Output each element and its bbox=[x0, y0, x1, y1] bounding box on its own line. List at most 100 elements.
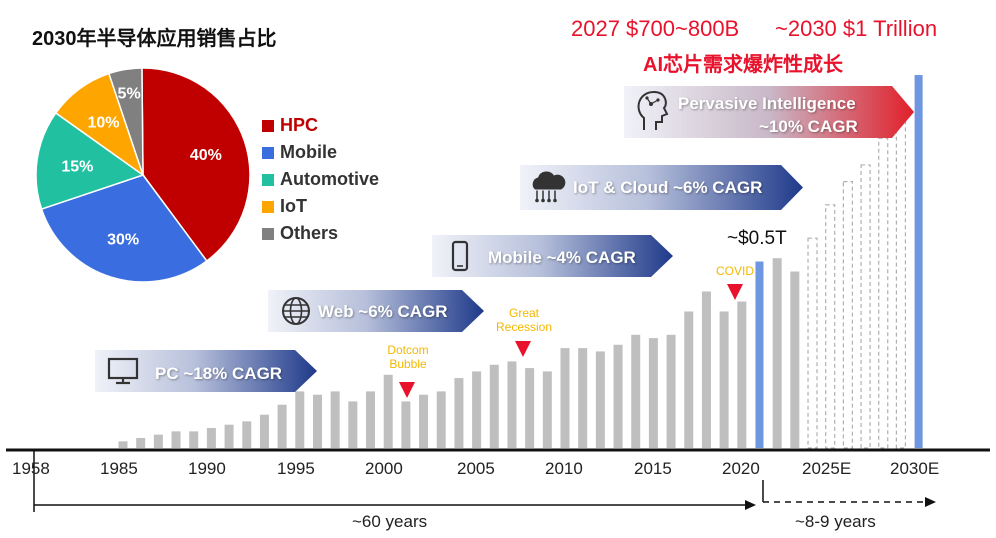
legend-label: HPC bbox=[280, 115, 319, 135]
bar-1988 bbox=[171, 431, 181, 448]
tick-1985: 1985 bbox=[100, 459, 138, 478]
bar-1996 bbox=[312, 394, 322, 448]
tick-2000: 2000 bbox=[365, 459, 403, 478]
pie-label-iot: 10% bbox=[87, 115, 119, 132]
bar-2015 bbox=[648, 338, 658, 448]
banner-iot-text: IoT & Cloud ~6% CAGR bbox=[573, 178, 763, 197]
bar-2009 bbox=[542, 371, 552, 448]
bar-1987 bbox=[153, 434, 163, 448]
tick-1958: 1958 bbox=[12, 459, 50, 478]
bar-2025 bbox=[825, 204, 836, 449]
legend-swatch bbox=[262, 200, 274, 213]
tick-2015: 2015 bbox=[634, 459, 672, 478]
bar-2001 bbox=[401, 401, 411, 448]
pie-label-mobile: 30% bbox=[107, 231, 139, 248]
legend-swatch bbox=[262, 119, 274, 132]
pie-title: 2030年半导体应用销售占比 bbox=[32, 28, 277, 50]
banner-mobile-text: Mobile ~4% CAGR bbox=[488, 248, 636, 267]
banner-pc-text: PC ~18% CAGR bbox=[155, 364, 283, 383]
legend-item-hpc: HPC bbox=[262, 112, 379, 139]
bar-2022 bbox=[772, 258, 782, 448]
bar-2004 bbox=[454, 378, 464, 448]
tick-2005: 2005 bbox=[457, 459, 495, 478]
pie-label-others: 5% bbox=[118, 86, 141, 103]
span-right-arrowhead bbox=[925, 497, 936, 507]
monitor-icon bbox=[107, 357, 139, 385]
bar-1985 bbox=[118, 441, 128, 448]
bar-2027 bbox=[860, 164, 871, 449]
banner-mobile bbox=[432, 235, 673, 277]
headline-2027: 2027 $700~800B bbox=[571, 16, 740, 41]
bar-2029 bbox=[895, 107, 907, 449]
pie-label-hpc: 40% bbox=[190, 147, 222, 164]
legend-swatch bbox=[262, 227, 274, 240]
bar-2021 bbox=[755, 261, 764, 448]
pie-slice-automotive bbox=[35, 111, 145, 211]
bar-2010 bbox=[560, 348, 570, 448]
bar-1994 bbox=[277, 404, 287, 448]
banner-ai bbox=[624, 86, 914, 138]
tick-2030e: 2030E bbox=[890, 459, 940, 478]
tick-2010: 2010 bbox=[545, 459, 583, 478]
tick-1995: 1995 bbox=[277, 459, 315, 478]
span-left-arrowhead bbox=[745, 500, 756, 510]
bar-2000 bbox=[383, 374, 393, 448]
covid-marker bbox=[727, 284, 743, 300]
bar-2002 bbox=[419, 394, 429, 448]
banner-ai-text-1: Pervasive Intelligence bbox=[678, 94, 856, 113]
bar-2005 bbox=[472, 371, 482, 448]
bar-1990 bbox=[206, 428, 216, 448]
bar-1993 bbox=[259, 414, 269, 448]
bar-2024 bbox=[807, 237, 818, 449]
legend-item-others: Others bbox=[262, 220, 379, 247]
bar-1991 bbox=[224, 424, 234, 448]
pie-slice-others bbox=[107, 67, 144, 176]
dotcom-label: Dotcom Bubble bbox=[387, 343, 429, 371]
bar-2020 bbox=[737, 301, 747, 448]
bar-2030 bbox=[914, 75, 923, 448]
bar-2007 bbox=[507, 361, 517, 448]
headline-2030: ~2030 $1 Trillion bbox=[775, 16, 938, 41]
pie-slice-hpc bbox=[141, 67, 251, 262]
bar-1992 bbox=[242, 421, 252, 448]
recession-marker bbox=[515, 341, 531, 357]
tick-2025e: 2025E bbox=[802, 459, 852, 478]
span-left-label: ~60 years bbox=[352, 512, 428, 531]
pie-legend: HPC Mobile Automotive IoT Others bbox=[262, 112, 379, 247]
bar-1989 bbox=[189, 431, 199, 448]
legend-swatch bbox=[262, 146, 274, 159]
bar-2019 bbox=[719, 311, 729, 448]
bar-1999 bbox=[366, 391, 376, 448]
banner-web-text: Web ~6% CAGR bbox=[318, 302, 448, 321]
bar-2011 bbox=[578, 348, 588, 448]
globe-icon bbox=[282, 297, 310, 325]
span-right-label: ~8-9 years bbox=[795, 512, 876, 531]
bar-2013 bbox=[613, 344, 623, 448]
pie-label-automotive: 15% bbox=[61, 158, 93, 175]
bar-1995 bbox=[295, 391, 305, 448]
bar-2017 bbox=[684, 311, 694, 448]
covid-label: COVID bbox=[715, 264, 754, 278]
bar-2016 bbox=[666, 334, 676, 448]
headline-ai: AI芯片需求爆炸性成长 bbox=[643, 54, 843, 76]
ai-head-icon bbox=[637, 90, 669, 130]
bar-1986 bbox=[136, 438, 146, 448]
banner-pc bbox=[95, 350, 317, 392]
legend-label: Others bbox=[280, 223, 339, 243]
banner-web bbox=[268, 290, 484, 332]
tick-2020: 2020 bbox=[722, 459, 760, 478]
bar-1997 bbox=[330, 391, 340, 448]
legend-swatch bbox=[262, 173, 274, 186]
bar-2014 bbox=[631, 334, 641, 448]
legend-label: Mobile bbox=[280, 142, 337, 162]
bar-2026 bbox=[842, 181, 853, 449]
banner-iot bbox=[520, 165, 803, 210]
pie-chart: 40% 30% 15% 10% 5% bbox=[35, 67, 251, 283]
tick-1990: 1990 bbox=[188, 459, 226, 478]
smartphone-icon bbox=[451, 240, 469, 272]
cloud-icon bbox=[532, 171, 566, 203]
pie-slice-mobile bbox=[40, 174, 208, 283]
bar-2008 bbox=[525, 368, 535, 448]
